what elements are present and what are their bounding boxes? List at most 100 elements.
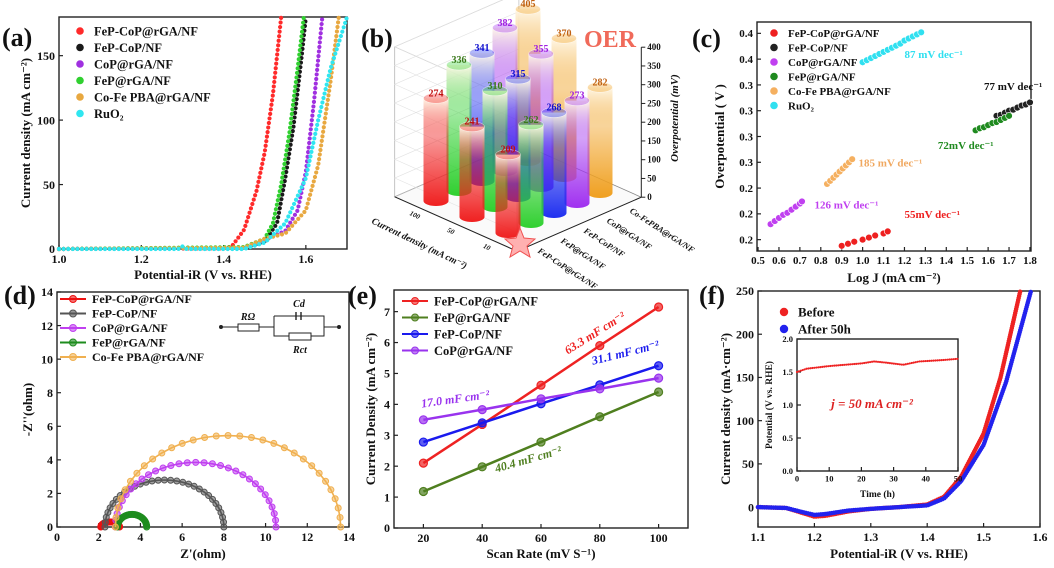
data-point bbox=[189, 436, 197, 444]
y-tick-label: 7 bbox=[384, 305, 390, 319]
data-point bbox=[159, 464, 167, 472]
x-tick-label: 1.4 bbox=[216, 252, 231, 266]
data-point bbox=[183, 459, 191, 467]
bar-top bbox=[528, 48, 554, 60]
z-tick-label: 350 bbox=[647, 61, 661, 71]
data-point bbox=[251, 480, 259, 488]
data-point bbox=[418, 458, 428, 468]
bar-top bbox=[459, 121, 485, 132]
bar-top bbox=[492, 22, 518, 33]
x-axis-title: Potential-iR (V vs. RHE) bbox=[830, 546, 968, 561]
series-Co-Fe PBA@rGA/NF bbox=[111, 432, 345, 531]
slope-annotation: 185 mV dec⁻¹ bbox=[858, 157, 922, 169]
x-axis-title: Z'(ohm) bbox=[180, 546, 226, 561]
wire bbox=[273, 315, 325, 337]
x-tick-label: 0.9 bbox=[835, 255, 849, 267]
panel-label-a: (a) bbox=[2, 23, 32, 52]
legend-marker bbox=[76, 93, 84, 101]
data-point bbox=[143, 523, 151, 531]
data-point bbox=[259, 436, 267, 444]
data-point bbox=[154, 476, 162, 484]
x-tick-label: 1.6 bbox=[298, 252, 313, 266]
circuit-label-r-ohm: RΩ bbox=[240, 312, 256, 323]
y-tick-label: 10 bbox=[41, 352, 53, 366]
legend-label: FeP-CoP/NF bbox=[92, 307, 157, 321]
data-point bbox=[117, 495, 125, 503]
legend-marker bbox=[770, 87, 778, 95]
bar-value-label: 382 bbox=[498, 18, 513, 29]
data-point bbox=[175, 460, 183, 468]
bar-value-label: 370 bbox=[557, 28, 572, 39]
panel-label-b: (b) bbox=[361, 24, 393, 53]
panel-a-lsv-chart: 1.0 1.2 1.4 1.6 0 50 100 150 Potential-iR (V vs.… bbox=[18, 14, 350, 282]
z-tick-label: 0 bbox=[647, 192, 652, 202]
x-tick-label: 4 bbox=[137, 530, 143, 544]
x-tick-label: 1.4 bbox=[939, 255, 953, 267]
x-tick-label: 12 bbox=[301, 530, 313, 544]
data-point bbox=[858, 235, 867, 244]
data-point bbox=[247, 434, 255, 442]
x-tick-label: 1.3 bbox=[918, 255, 932, 267]
bar-body bbox=[518, 124, 544, 229]
plot-frame bbox=[393, 289, 689, 529]
data-point bbox=[844, 240, 852, 248]
x-tick-label: 40 bbox=[476, 531, 488, 545]
y-tick-label: 0.3 bbox=[739, 106, 753, 118]
y-axis-title: Potential (V vs. RHE) bbox=[764, 361, 775, 449]
data-point bbox=[114, 504, 122, 512]
panel-d-nyquist-chart: 0 2 4 6 8 10 12 14 0 2 4 6 8 10 12 14 Z'(ohm) -Z''(ohm) Fe… bbox=[20, 285, 355, 561]
resistor-r-ohm bbox=[237, 323, 260, 332]
data-point bbox=[178, 439, 186, 447]
data-point bbox=[653, 302, 664, 312]
y-tick-label: 0.4 bbox=[739, 28, 753, 40]
data-point bbox=[239, 471, 247, 479]
data-point bbox=[232, 467, 240, 475]
x-axis-title: Scan Rate (mV S⁻¹) bbox=[486, 546, 595, 561]
legend-label: Before bbox=[798, 305, 835, 320]
panel-b-3d-bar-chart: 0 50 100 150 200 250 300 350 400 Overpotential (m… bbox=[370, 0, 697, 292]
data-point bbox=[290, 449, 298, 457]
y-tick-label: 8 bbox=[47, 386, 53, 400]
data-point bbox=[201, 434, 209, 442]
data-point bbox=[111, 523, 119, 531]
data-point bbox=[152, 467, 160, 475]
series-CoP@rGA/NF bbox=[111, 458, 280, 531]
slope-annotation: 72mV dec⁻¹ bbox=[938, 140, 994, 152]
data-point bbox=[336, 513, 344, 521]
z-tick-label: 150 bbox=[647, 136, 661, 146]
y-tick-label: 0.2 bbox=[739, 183, 753, 195]
y-tick-label: 3 bbox=[384, 428, 390, 442]
data-point bbox=[195, 485, 203, 493]
data-point bbox=[280, 444, 288, 452]
bar-top bbox=[587, 82, 613, 93]
data-point bbox=[127, 485, 135, 493]
legend-label: FeP@rGA/NF bbox=[788, 71, 856, 83]
legend-marker bbox=[411, 330, 419, 338]
x-tick-label: 0.6 bbox=[772, 255, 786, 267]
data-point bbox=[315, 469, 323, 477]
data-point bbox=[917, 28, 925, 37]
data-point bbox=[121, 486, 129, 494]
data-point bbox=[208, 460, 216, 468]
bar-value-label: 274 bbox=[429, 88, 444, 99]
data-point bbox=[179, 478, 187, 486]
oer-badge: OER bbox=[584, 27, 637, 53]
x-tick-label: 40 bbox=[922, 474, 931, 484]
data-point bbox=[536, 394, 546, 404]
legend-label: FeP@rGA/NF bbox=[434, 311, 511, 325]
bar-top bbox=[518, 119, 544, 130]
legend-marker bbox=[76, 27, 84, 35]
y-tick-label: 200 bbox=[736, 327, 754, 341]
y-tick-label: 0.3 bbox=[739, 157, 753, 169]
series-Co-Fe PBA@rGA/NF bbox=[823, 155, 856, 188]
x-tick-label: 100 bbox=[650, 531, 668, 545]
category-axis bbox=[516, 196, 642, 252]
data-point bbox=[798, 197, 806, 206]
y-tick-label: 50 bbox=[742, 457, 754, 471]
data-point bbox=[884, 227, 892, 236]
data-point bbox=[653, 387, 664, 397]
data-point bbox=[160, 476, 168, 484]
x-tick-label: 1.2 bbox=[807, 530, 822, 544]
x-tick-label: 1.1 bbox=[877, 255, 891, 267]
data-point bbox=[337, 523, 345, 531]
